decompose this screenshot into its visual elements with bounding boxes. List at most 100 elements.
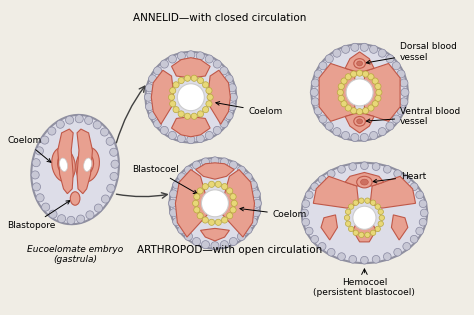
Polygon shape <box>172 117 210 137</box>
Circle shape <box>220 67 228 75</box>
Polygon shape <box>345 114 374 133</box>
Circle shape <box>231 200 237 206</box>
Polygon shape <box>345 172 384 186</box>
Circle shape <box>229 93 237 101</box>
Circle shape <box>370 230 376 236</box>
Circle shape <box>403 176 410 183</box>
Text: Hemocoel
(persistent blastocoel): Hemocoel (persistent blastocoel) <box>313 278 415 297</box>
Text: ANNELID—with closed circulation: ANNELID—with closed circulation <box>133 13 307 23</box>
Circle shape <box>111 160 119 168</box>
Circle shape <box>202 217 209 223</box>
Circle shape <box>205 55 213 63</box>
Circle shape <box>360 134 368 141</box>
Circle shape <box>211 157 219 165</box>
Circle shape <box>94 204 102 212</box>
Circle shape <box>305 227 313 235</box>
Circle shape <box>342 45 350 53</box>
Circle shape <box>363 108 369 114</box>
Circle shape <box>178 111 184 117</box>
Ellipse shape <box>52 147 75 182</box>
Circle shape <box>194 194 200 200</box>
Circle shape <box>154 67 162 75</box>
Circle shape <box>173 181 181 189</box>
Circle shape <box>310 88 319 96</box>
Circle shape <box>215 181 221 187</box>
Polygon shape <box>175 169 207 237</box>
Circle shape <box>177 52 185 60</box>
Circle shape <box>353 200 358 205</box>
Circle shape <box>314 107 322 115</box>
Ellipse shape <box>82 155 93 174</box>
Circle shape <box>386 55 394 63</box>
Circle shape <box>392 62 401 70</box>
Circle shape <box>170 88 176 94</box>
Circle shape <box>110 172 118 180</box>
Circle shape <box>244 226 252 234</box>
Circle shape <box>351 134 359 141</box>
Circle shape <box>416 227 424 235</box>
Circle shape <box>370 200 376 205</box>
Circle shape <box>206 101 212 107</box>
Circle shape <box>301 209 309 217</box>
Circle shape <box>36 194 44 202</box>
Circle shape <box>197 111 203 117</box>
Circle shape <box>244 173 252 181</box>
Ellipse shape <box>357 61 363 66</box>
Ellipse shape <box>357 119 363 124</box>
Circle shape <box>305 191 313 199</box>
Circle shape <box>351 108 357 114</box>
Circle shape <box>400 79 408 87</box>
Circle shape <box>202 106 209 113</box>
Circle shape <box>392 115 401 123</box>
Circle shape <box>187 136 195 144</box>
Ellipse shape <box>84 158 91 171</box>
Circle shape <box>57 215 66 223</box>
Polygon shape <box>201 228 229 241</box>
Circle shape <box>237 166 246 174</box>
Circle shape <box>400 98 408 106</box>
Circle shape <box>302 200 310 208</box>
Circle shape <box>77 215 85 223</box>
Circle shape <box>209 181 215 187</box>
Circle shape <box>311 98 319 106</box>
Circle shape <box>410 235 418 243</box>
Ellipse shape <box>31 115 119 224</box>
Circle shape <box>93 121 101 129</box>
Polygon shape <box>77 129 92 194</box>
Circle shape <box>375 95 381 101</box>
Circle shape <box>42 203 50 211</box>
Circle shape <box>220 158 228 166</box>
Text: Blastopore: Blastopore <box>8 201 70 230</box>
Circle shape <box>346 209 351 215</box>
Circle shape <box>403 243 410 250</box>
Circle shape <box>345 105 351 111</box>
Circle shape <box>67 216 75 224</box>
Circle shape <box>205 131 213 140</box>
Circle shape <box>351 43 359 51</box>
Circle shape <box>211 242 219 250</box>
Circle shape <box>368 74 374 80</box>
Circle shape <box>109 148 118 156</box>
Circle shape <box>213 60 221 68</box>
Circle shape <box>318 243 326 250</box>
Polygon shape <box>365 63 400 121</box>
Circle shape <box>311 183 319 191</box>
Circle shape <box>375 204 381 209</box>
Ellipse shape <box>76 147 100 182</box>
Circle shape <box>249 181 257 189</box>
Circle shape <box>311 79 319 87</box>
Circle shape <box>160 126 168 135</box>
Circle shape <box>145 93 153 101</box>
Circle shape <box>221 184 228 190</box>
Circle shape <box>378 49 386 57</box>
Circle shape <box>365 198 370 203</box>
Circle shape <box>184 232 192 241</box>
Circle shape <box>168 94 174 100</box>
Circle shape <box>107 184 115 192</box>
Circle shape <box>328 249 335 256</box>
Text: Coelom: Coelom <box>240 207 307 219</box>
Circle shape <box>383 253 391 261</box>
Circle shape <box>154 120 162 128</box>
Circle shape <box>209 219 215 226</box>
Circle shape <box>84 116 92 124</box>
